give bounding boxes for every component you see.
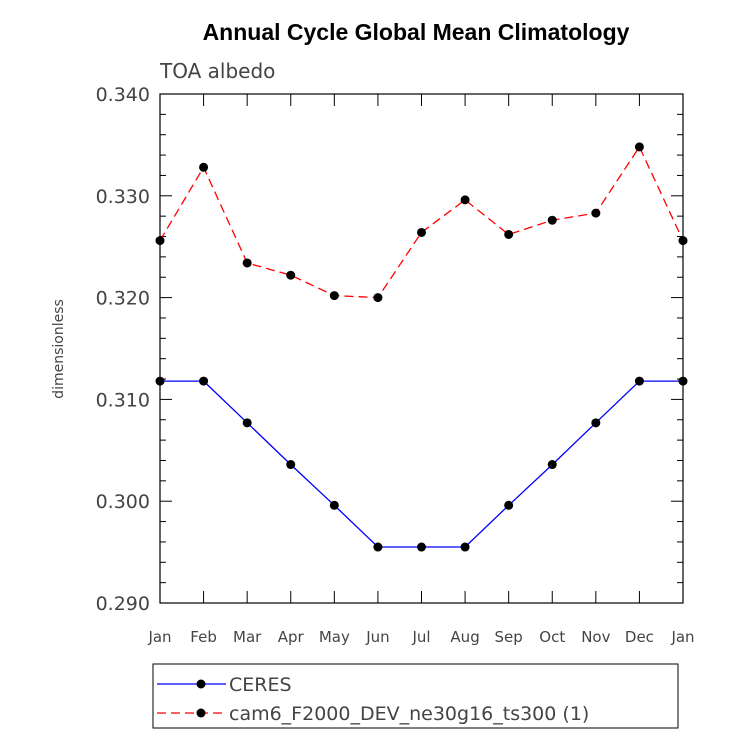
series-line	[159, 145, 684, 299]
x-tick-label: May	[319, 628, 350, 646]
chart-title: Annual Cycle Global Mean Climatology	[203, 19, 630, 45]
data-point	[591, 418, 601, 428]
x-tick-label: Jan	[670, 628, 694, 646]
data-point	[242, 258, 252, 268]
data-point	[329, 500, 339, 510]
legend-marker	[196, 679, 206, 689]
data-point	[286, 270, 296, 280]
x-tick-label: Mar	[233, 628, 262, 646]
data-point	[460, 542, 470, 552]
data-point	[373, 542, 383, 552]
data-point	[591, 208, 601, 218]
series-points	[155, 142, 688, 552]
data-point	[460, 195, 470, 205]
x-tick-label: Jun	[365, 628, 389, 646]
y-tick-label: 0.300	[96, 491, 150, 513]
data-point	[155, 376, 165, 386]
legend-label: CERES	[229, 674, 292, 696]
x-tick-label: Sep	[495, 628, 523, 646]
x-tick-label: Oct	[539, 628, 565, 646]
data-point	[199, 162, 209, 172]
chart-subtitle: TOA albedo	[159, 59, 275, 83]
x-tick-labels: Jan Feb Mar Apr May Jun Jul Aug Sep Oct Nov Dec Jan	[147, 628, 694, 646]
x-tick-label: Apr	[278, 628, 305, 646]
data-point	[634, 142, 644, 152]
series-line	[160, 380, 683, 548]
data-point	[547, 460, 557, 470]
y-tick-label: 0.330	[96, 186, 150, 208]
legend-label: cam6_F2000_DEV_ne30g16_ts300 (1)	[229, 703, 589, 725]
data-point	[678, 236, 688, 246]
plot-frame	[159, 93, 684, 604]
x-tick-label: Dec	[625, 628, 654, 646]
data-point	[634, 376, 644, 386]
x-tick-label: Jan	[147, 628, 171, 646]
legend-box	[152, 663, 679, 729]
data-point	[155, 236, 165, 246]
data-point	[417, 542, 426, 552]
data-point	[417, 227, 426, 237]
data-point	[504, 229, 514, 239]
legend-marker	[196, 708, 206, 718]
data-point	[373, 293, 383, 303]
x-tick-label: Feb	[190, 628, 217, 646]
axis-ticks	[159, 93, 684, 604]
y-tick-label: 0.320	[96, 288, 150, 310]
data-point	[547, 215, 557, 225]
y-tick-label: 0.290	[96, 593, 150, 615]
data-point	[199, 376, 209, 386]
series-lines	[159, 145, 684, 548]
x-tick-label: Aug	[450, 628, 479, 646]
x-tick-label: Nov	[581, 628, 610, 646]
y-tick-label: 0.310	[96, 389, 150, 411]
legend: CERES cam6_F2000_DEV_ne30g16_ts300 (1)	[157, 674, 589, 725]
data-point	[678, 376, 688, 386]
y-axis-label: dimensionless	[51, 299, 67, 399]
data-point	[329, 291, 339, 301]
data-point	[286, 460, 296, 470]
data-point	[242, 418, 252, 428]
x-tick-label: Jul	[411, 628, 430, 646]
data-point	[504, 500, 514, 510]
y-tick-label: 0.340	[96, 84, 150, 106]
y-tick-labels: 0.290 0.300 0.310 0.320 0.330 0.340	[96, 84, 150, 615]
